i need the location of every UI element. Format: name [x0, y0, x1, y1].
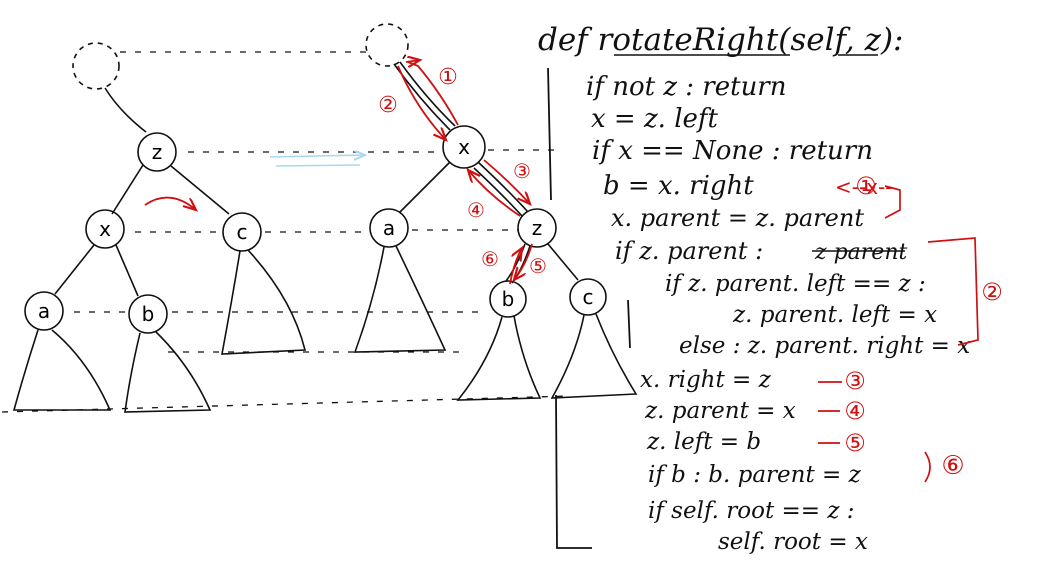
- edge-x-a-right: [399, 161, 451, 213]
- node-c-left: [222, 212, 262, 252]
- code-line-11: z. parent = x: [644, 398, 796, 424]
- tree-after-labels: x a z b c: [383, 135, 594, 311]
- node-a-right: [369, 208, 409, 248]
- label-x-right: x: [458, 135, 470, 159]
- code-line-3: if x == None : return: [592, 136, 873, 166]
- pointer-update-notes: ① ② ③ ④ ⑥ ⑤: [378, 65, 547, 278]
- tree-before: [12, 42, 307, 413]
- edge-parent-z-left: [104, 87, 147, 133]
- edge-x-z-right: [477, 161, 529, 213]
- edge-z-b-right-double: [505, 243, 526, 282]
- edge-parent-x-right: [393, 63, 451, 131]
- arrow-step6: [509, 248, 522, 285]
- label-b-left: b: [142, 302, 155, 326]
- subtree-c-left: [221, 249, 307, 355]
- mark-step6: ⑥: [941, 451, 964, 481]
- code-line-15: self. root = x: [718, 529, 868, 555]
- node-a-left: [24, 291, 64, 331]
- bracket-step6: [924, 451, 931, 483]
- node-b-left: [128, 294, 168, 334]
- code-line-1: if not z : return: [586, 72, 786, 102]
- code-bar-bottom: [555, 394, 592, 549]
- edge-parent-x-right-double: [399, 61, 456, 127]
- struck-text: z parent: [814, 240, 907, 265]
- note-step1: ①: [438, 65, 458, 90]
- label-a-right: a: [383, 216, 395, 240]
- label-c-right: c: [583, 285, 594, 309]
- edge-x-a-left: [54, 244, 95, 295]
- edge-z-c-left: [170, 165, 230, 215]
- note-step3: ③: [513, 159, 531, 183]
- code-line-2: x = z. left: [591, 104, 719, 134]
- node-z-left: [137, 132, 177, 172]
- code-line-7: if z. parent. left == z :: [665, 271, 926, 297]
- mark-step4: ④: [844, 397, 866, 425]
- label-a-left: a: [38, 299, 50, 323]
- code-line-13: if b : b. parent = z: [648, 462, 862, 488]
- subtree-a-left: [12, 329, 112, 411]
- node-x-right: [442, 125, 486, 169]
- edge-x-b-left: [115, 244, 139, 297]
- label-b-right: b: [502, 287, 515, 311]
- code-listing: def rotateRight(self, z): if not z : ret…: [538, 22, 970, 555]
- tree-before-labels: z x c a b: [38, 140, 248, 326]
- node-c-right: [569, 278, 607, 316]
- mark-step2: ②: [981, 278, 1003, 306]
- tree-after: [353, 23, 638, 401]
- bracket-step2: [927, 237, 979, 346]
- note-step6: ⑥: [481, 247, 499, 271]
- code-bar-mid: [627, 299, 631, 349]
- subtree-b-left: [124, 331, 212, 413]
- arrow-step1-head: [405, 60, 420, 62]
- code-line-14: if self. root == z :: [648, 498, 855, 524]
- arrow-step3: [483, 159, 530, 204]
- code-line-8: z. parent. left = x: [732, 302, 937, 328]
- code-signature: def rotateRight(self, z):: [538, 22, 903, 58]
- code-line-9: else : z. parent. right = x: [679, 333, 970, 359]
- note-step2: ②: [378, 93, 398, 118]
- node-z-right: [517, 208, 557, 248]
- mark-step5: ⑤: [844, 429, 866, 457]
- pointer-update-arrows: [397, 60, 533, 285]
- edge-z-c-right: [547, 243, 579, 281]
- transform-arrow: [269, 155, 365, 167]
- label-x-left: x: [99, 217, 111, 241]
- subtree-a-right: [353, 245, 447, 353]
- code-line-4: b = x. right: [603, 171, 754, 201]
- node-x-left: [85, 209, 125, 249]
- code-line-6: if z. parent :: [615, 237, 763, 265]
- mark-step1: ①: [855, 172, 877, 200]
- arrow-step5: [514, 243, 533, 280]
- label-z-right: z: [532, 216, 543, 240]
- code-annotations: [818, 185, 979, 483]
- dashed-parent-node-right: [365, 23, 409, 67]
- label-z-left: z: [152, 140, 163, 164]
- node-b-right: [489, 280, 527, 318]
- code-line-10: x. right = z: [640, 367, 772, 393]
- note-step5: ⑤: [529, 254, 547, 278]
- note-step4: ④: [467, 198, 485, 222]
- transform-arrow-line1: [269, 155, 365, 157]
- arrow-step4: [468, 170, 521, 217]
- subtree-b-right: [456, 315, 542, 401]
- code-annotation-labels: <--x-- ① ② ③ ④ ⑤ ⑥: [835, 172, 1003, 481]
- code-brackets: [547, 67, 631, 549]
- swap-mark: <--x--: [835, 175, 892, 199]
- edge-z-x-left: [111, 164, 144, 215]
- code-bar-top: [547, 67, 552, 201]
- code-line-12: z. left = b: [646, 429, 761, 455]
- bracket-step1: [884, 185, 901, 219]
- label-c-left: c: [237, 220, 248, 244]
- transform-arrow-line2: [275, 164, 361, 167]
- rotation-direction-arrow: [144, 196, 196, 210]
- arrow-step2: [397, 65, 446, 140]
- dashed-parent-node-left: [72, 42, 120, 90]
- subtree-c-right: [550, 313, 638, 399]
- mark-step3: ③: [844, 367, 866, 395]
- code-line-5: x. parent = z. parent: [611, 204, 864, 232]
